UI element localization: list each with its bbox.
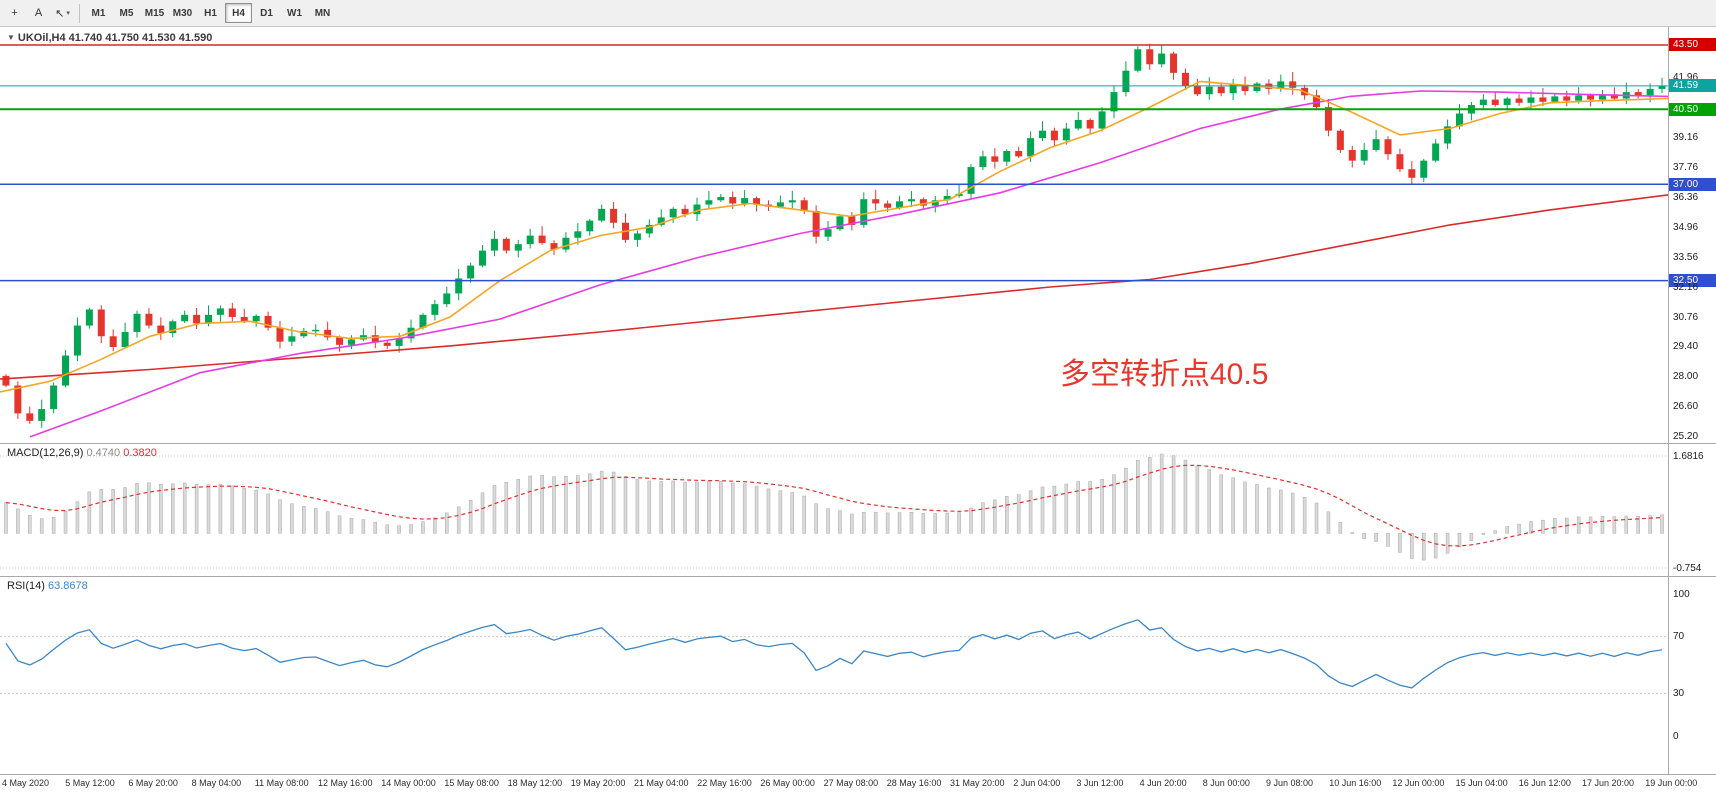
time-axis-label: 5 May 12:00 <box>65 778 115 788</box>
price-level-badge: 43.50 <box>1669 38 1716 51</box>
time-axis-label: 18 May 12:00 <box>507 778 563 788</box>
time-axis-label: 15 May 08:00 <box>444 778 499 788</box>
timeframe-button-m5[interactable]: M5 <box>113 3 140 23</box>
panel-separator[interactable] <box>0 576 1716 577</box>
timeframe-button-m30[interactable]: M30 <box>169 3 196 23</box>
rsi-scale-label: 0 <box>1673 731 1679 742</box>
macd-name: MACD(12,26,9) <box>7 447 84 459</box>
rsi-scale-label: 30 <box>1673 688 1685 699</box>
timeframe-button-m1[interactable]: M1 <box>85 3 112 23</box>
time-axis-label: 3 Jun 12:00 <box>1076 778 1124 788</box>
price-scale-label: 37.76 <box>1673 162 1699 173</box>
price-scale-label: 33.56 <box>1673 252 1699 263</box>
toolbar-separator <box>79 3 80 23</box>
pivot-annotation-text[interactable]: 多空转折点40.5 <box>1060 358 1269 391</box>
time-axis-label: 21 May 04:00 <box>634 778 689 788</box>
time-axis[interactable]: 4 May 2020 5 May 12:00 6 May 20:00 8 May 04… <box>0 775 1716 793</box>
price-scale-label: 26.60 <box>1673 401 1699 412</box>
timeframe-button-h4[interactable]: H4 <box>225 3 252 23</box>
price-scale-label: 41.96 <box>1673 72 1699 83</box>
time-axis-label: 14 May 00:00 <box>381 778 436 788</box>
price-scale-label: 32.16 <box>1673 282 1699 293</box>
macd-scale-label: 1.6816 <box>1673 451 1704 462</box>
rsi-name: RSI(14) <box>7 580 45 592</box>
macd-plot[interactable] <box>0 444 1668 577</box>
rsi-scale-label: 70 <box>1673 631 1685 642</box>
chevron-down-icon: ▾ <box>66 10 70 17</box>
text-tool-button[interactable]: A <box>27 3 50 24</box>
price-scale-label: 25.20 <box>1673 431 1699 442</box>
macd-label: MACD(12,26,9) 0.4740 0.3820 <box>7 447 157 459</box>
price-level-badge: 32.50 <box>1669 274 1716 287</box>
time-axis-label: 16 Jun 12:00 <box>1518 778 1571 788</box>
macd-main-value: 0.4740 <box>86 447 121 459</box>
crosshair-icon[interactable]: + <box>3 3 26 24</box>
time-axis-label: 8 May 04:00 <box>191 778 242 788</box>
top-toolbar: + A ↖ ▾ M1 M5 M15 M30 H1 H4 D1 W1 MN <box>0 0 1716 27</box>
chart-marker-icon: ▼ <box>7 33 15 42</box>
time-axis-label: 8 Jun 00:00 <box>1202 778 1250 788</box>
symbol-ohlc-text: UKOil,H4 41.740 41.750 41.530 41.590 <box>17 32 213 44</box>
price-scale-label: 30.76 <box>1673 312 1699 323</box>
time-axis-label: 19 May 20:00 <box>570 778 626 788</box>
timeframe-button-d1[interactable]: D1 <box>253 3 280 23</box>
rsi-scale-label: 100 <box>1673 589 1690 600</box>
arrow-tool-icon: ↖ <box>55 7 65 20</box>
time-axis-label: 17 Jun 20:00 <box>1582 778 1635 788</box>
rsi-value: 63.8678 <box>47 580 88 592</box>
time-axis-label: 31 May 20:00 <box>950 778 1005 788</box>
time-axis-label: 28 May 16:00 <box>886 778 942 788</box>
timeframe-button-m15[interactable]: M15 <box>141 3 168 23</box>
price-scale-label: 28.00 <box>1673 371 1699 382</box>
timeframe-button-h1[interactable]: H1 <box>197 3 224 23</box>
timeframe-group: M1 M5 M15 M30 H1 H4 D1 W1 MN <box>85 3 336 23</box>
axis-separator <box>0 774 1716 775</box>
price-scale-axis[interactable]: 43.50 41.96 41.59 40.50 39.16 37.76 37.00 36.36… <box>1668 27 1716 775</box>
price-scale-label: 34.96 <box>1673 222 1699 233</box>
time-axis-label: 2 Jun 04:00 <box>1013 778 1061 788</box>
time-axis-label: 26 May 00:00 <box>760 778 815 788</box>
time-axis-label: 27 May 08:00 <box>823 778 879 788</box>
time-axis-label: 12 Jun 00:00 <box>1392 778 1445 788</box>
chart-title: ▼ UKOil,H4 41.740 41.750 41.530 41.590 <box>7 32 212 44</box>
macd-scale-label: -0.754 <box>1673 563 1702 574</box>
panel-separator[interactable] <box>0 443 1716 444</box>
timeframe-button-w1[interactable]: W1 <box>281 3 308 23</box>
time-axis-label: 4 May 2020 <box>2 778 50 788</box>
rsi-plot[interactable] <box>0 577 1668 775</box>
time-axis-label: 10 Jun 16:00 <box>1329 778 1382 788</box>
time-axis-label: 11 May 08:00 <box>254 778 309 788</box>
price-level-badge: 40.50 <box>1669 103 1716 116</box>
rsi-label: RSI(14) 63.8678 <box>7 580 88 592</box>
price-chart-plot[interactable] <box>0 27 1668 444</box>
time-axis-label: 15 Jun 04:00 <box>1455 778 1508 788</box>
macd-signal-value: 0.3820 <box>123 447 157 459</box>
price-scale-label: 29.40 <box>1673 341 1699 352</box>
price-scale-label: 36.36 <box>1673 192 1699 203</box>
price-level-badge: 37.00 <box>1669 178 1716 191</box>
timeframe-button-mn[interactable]: MN <box>309 3 336 23</box>
time-axis-label: 19 Jun 00:00 <box>1645 778 1698 788</box>
arrow-tools-dropdown[interactable]: ↖ ▾ <box>51 3 74 24</box>
time-axis-label: 6 May 20:00 <box>128 778 178 788</box>
time-axis-label: 22 May 16:00 <box>697 778 752 788</box>
price-level-badge: 41.59 <box>1669 79 1716 92</box>
time-axis-label: 12 May 16:00 <box>318 778 373 788</box>
time-axis-label: 9 Jun 08:00 <box>1266 778 1314 788</box>
time-axis-label: 4 Jun 20:00 <box>1139 778 1187 788</box>
price-scale-label: 39.16 <box>1673 132 1699 143</box>
